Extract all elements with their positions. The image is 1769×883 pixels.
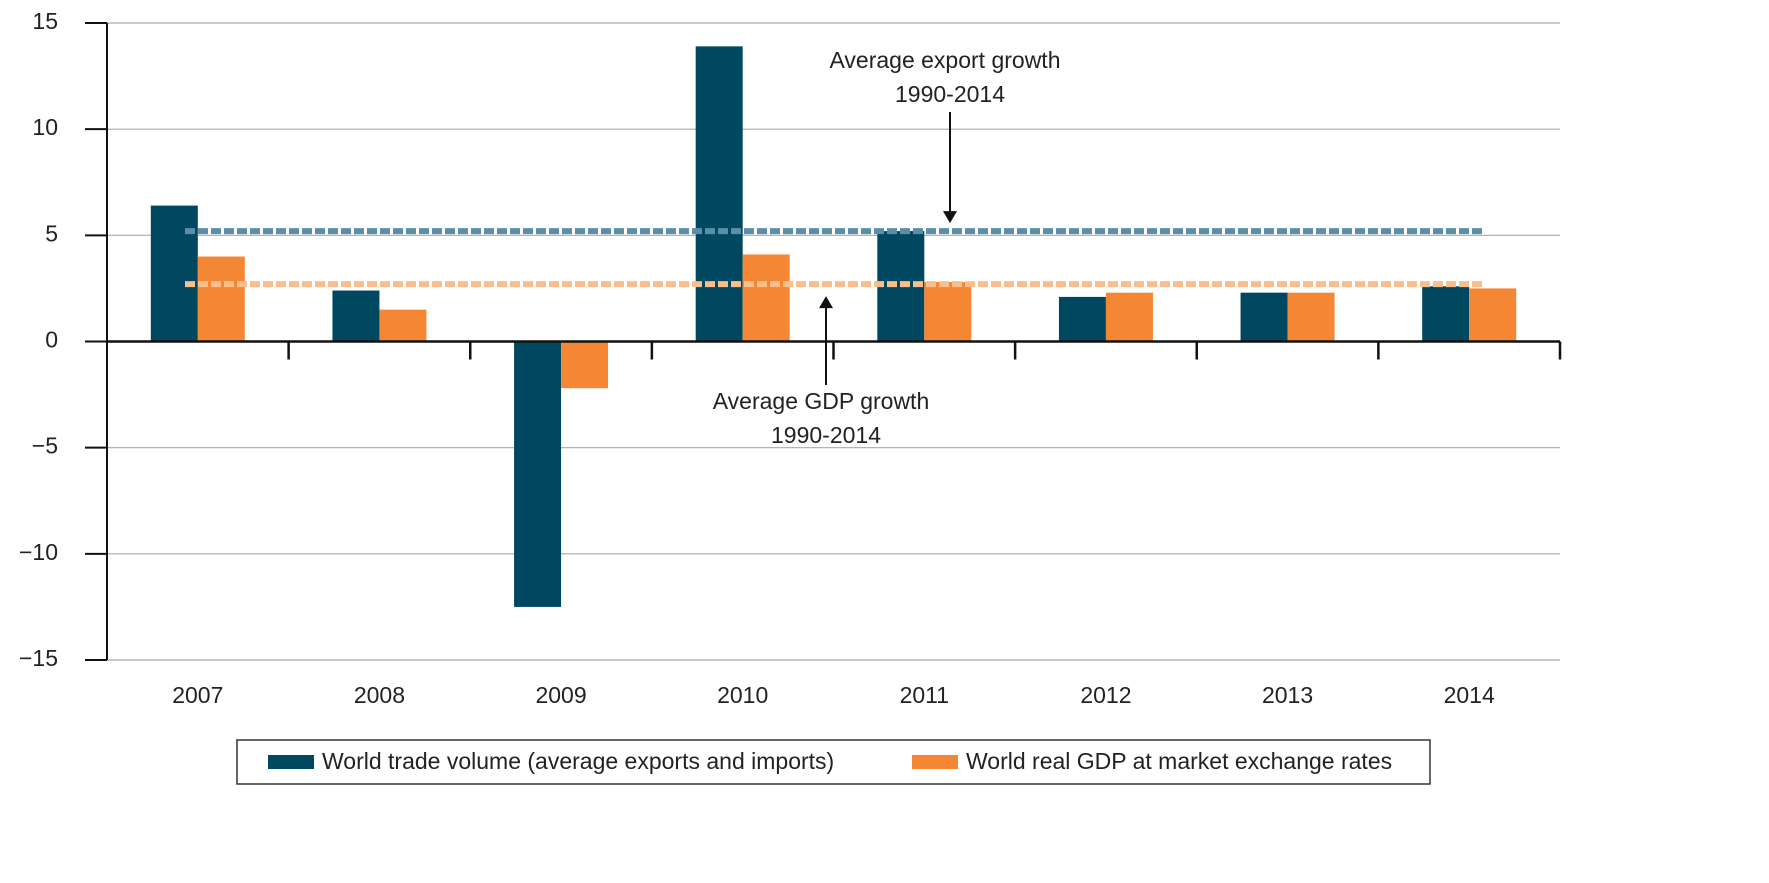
annotation: Average GDP growth: [713, 388, 930, 414]
bar: [514, 341, 562, 607]
bar: [197, 256, 245, 342]
y-tick-label: 10: [32, 114, 58, 140]
annotation: 1990-2014: [771, 422, 881, 448]
x-tick-label: 2014: [1444, 682, 1495, 708]
bar: [150, 205, 198, 342]
x-tick-label: 2010: [717, 682, 768, 708]
bar: [1058, 296, 1106, 342]
bar: [1469, 288, 1517, 342]
annotation: 1990-2014: [895, 81, 1005, 107]
x-tick-label: 2008: [354, 682, 405, 708]
bar: [924, 282, 972, 342]
bar: [1240, 292, 1288, 342]
x-tick-label: 2009: [535, 682, 586, 708]
bar: [742, 254, 790, 342]
arrow-head: [819, 296, 833, 309]
x-tick-label: 2012: [1080, 682, 1131, 708]
y-tick-label: 15: [32, 8, 58, 34]
legend-swatch: [912, 755, 958, 769]
legend-box: [236, 739, 1431, 785]
bar: [561, 341, 609, 389]
x-tick-label: 2013: [1262, 682, 1313, 708]
legend-swatch: [268, 755, 314, 769]
legend-label: World real GDP at market exchange rates: [966, 748, 1392, 774]
x-tick-label: 2011: [900, 682, 949, 708]
legend-label: World trade volume (average exports and …: [322, 748, 834, 774]
y-tick-label: 5: [45, 220, 58, 246]
bar: [695, 46, 743, 342]
bar: [379, 309, 427, 342]
bar: [1287, 292, 1335, 342]
x-tick-label: 2007: [172, 682, 223, 708]
bar: [1422, 286, 1470, 342]
annotation: Average export growth: [830, 47, 1061, 73]
y-tick-label: −10: [19, 539, 58, 565]
bar: [1105, 292, 1153, 342]
y-tick-label: −5: [32, 433, 58, 459]
arrow-head: [943, 211, 957, 224]
y-tick-label: 0: [45, 327, 58, 353]
bar: [332, 290, 380, 342]
y-tick-label: −15: [19, 645, 58, 671]
